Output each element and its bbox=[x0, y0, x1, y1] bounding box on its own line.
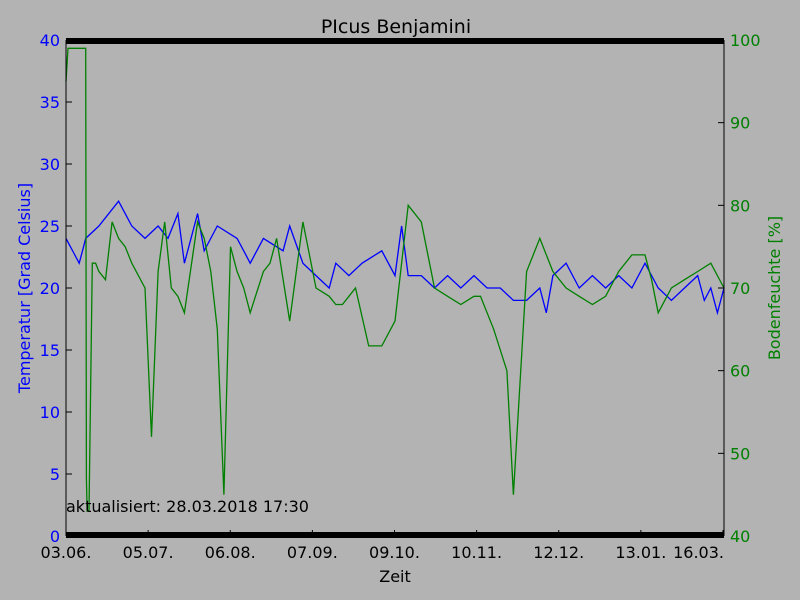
right-tick-label: 70 bbox=[730, 279, 750, 298]
right-tick-label: 40 bbox=[730, 527, 750, 546]
left-tick-label: 35 bbox=[40, 93, 60, 112]
right-tick-label: 80 bbox=[730, 196, 750, 215]
left-tick-label: 40 bbox=[40, 31, 60, 50]
chart-title: PIcus Benjamini bbox=[321, 16, 471, 38]
x-tick-label: 06.08. bbox=[205, 543, 256, 562]
left-tick-label: 15 bbox=[40, 341, 60, 360]
x-axis-label: Zeit bbox=[379, 567, 411, 586]
right-tick-label: 100 bbox=[730, 31, 761, 50]
x-tick-label: 07.09. bbox=[287, 543, 338, 562]
right-tick-label: 90 bbox=[730, 114, 750, 133]
left-tick-label: 30 bbox=[40, 155, 60, 174]
right-y-axis-label: Bodenfeuchte [%] bbox=[765, 216, 784, 360]
left-tick-label: 5 bbox=[50, 465, 60, 484]
plot-area bbox=[66, 40, 724, 536]
left-y-ticks: 0 5 10 15 20 25 30 35 40 bbox=[40, 31, 72, 546]
left-tick-label: 25 bbox=[40, 217, 60, 236]
x-tick-label: 12.12. bbox=[533, 543, 584, 562]
x-tick-label: 10.11. bbox=[451, 543, 502, 562]
right-y-ticks: 40 50 60 70 80 90 100 bbox=[718, 31, 761, 546]
temperature-series-line bbox=[65, 200, 725, 316]
x-tick-label: 16.03. bbox=[673, 543, 724, 562]
series-layer bbox=[65, 47, 725, 512]
right-tick-label: 50 bbox=[730, 444, 750, 463]
plot-frame-top bbox=[66, 38, 724, 44]
x-tick-label: 09.10. bbox=[369, 543, 420, 562]
updated-annotation: aktualisiert: 28.03.2018 17:30 bbox=[66, 497, 309, 516]
left-tick-label: 10 bbox=[40, 403, 60, 422]
x-tick-label: 05.07. bbox=[123, 543, 174, 562]
right-tick-label: 60 bbox=[730, 362, 750, 381]
x-tick-label: 03.06. bbox=[41, 543, 92, 562]
x-tick-label: 13.01. bbox=[615, 543, 666, 562]
x-ticks: 03.06. 05.07. 06.08. 07.09. 09.10. 10.11. 12.1… bbox=[41, 530, 724, 562]
left-tick-label: 0 bbox=[50, 527, 60, 546]
left-y-axis-label: Temperatur [Grad Celsius] bbox=[15, 183, 34, 394]
left-tick-label: 20 bbox=[40, 279, 60, 298]
moisture-series-line bbox=[65, 47, 725, 512]
